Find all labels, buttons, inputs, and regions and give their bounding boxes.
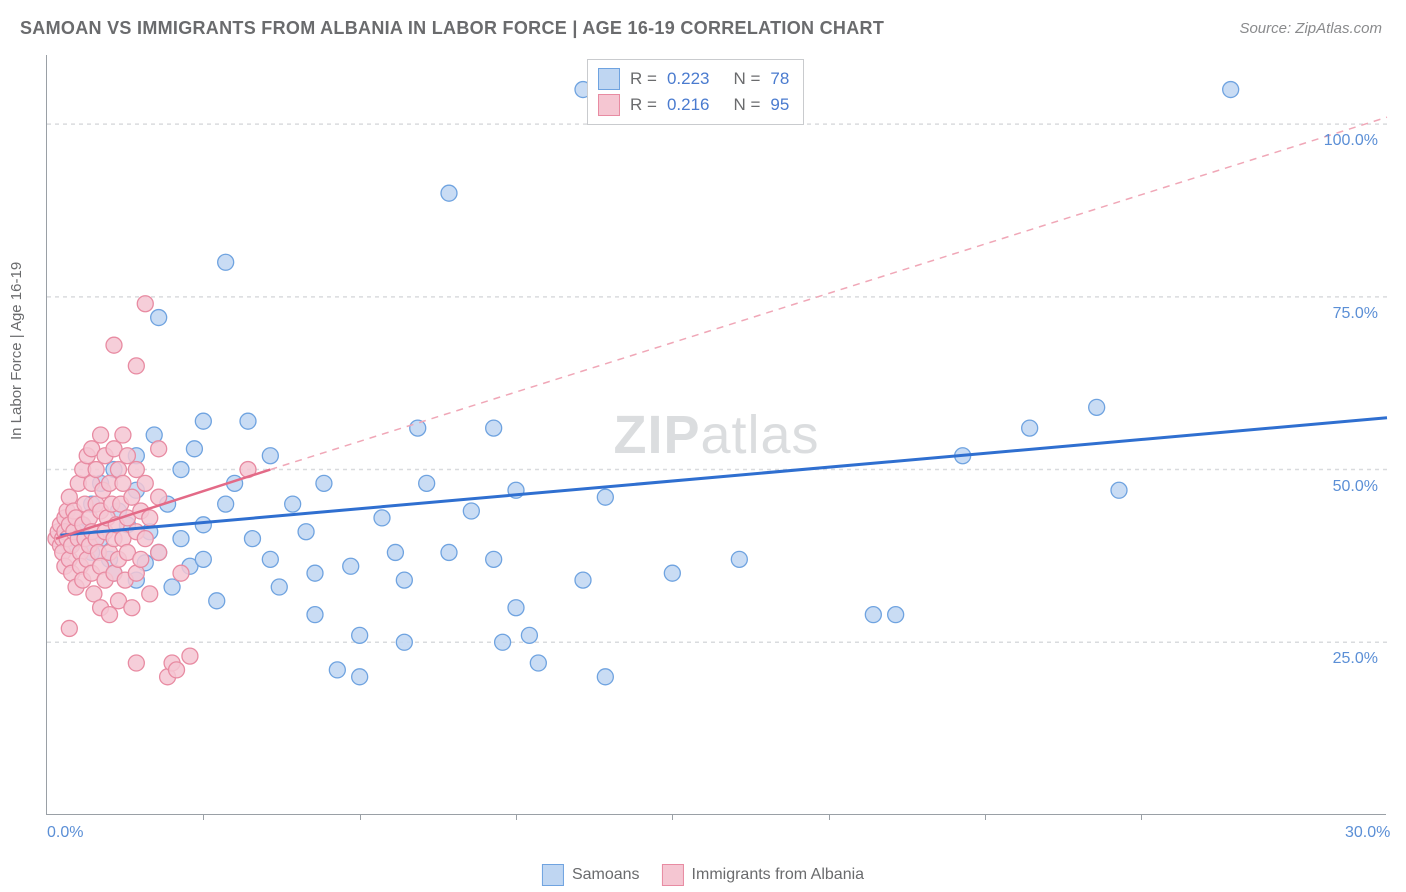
x-tick bbox=[360, 814, 361, 820]
y-tick-label: 50.0% bbox=[1333, 478, 1378, 496]
legend-series-label: Samoans bbox=[572, 866, 640, 884]
legend-series-item: Samoans bbox=[542, 864, 640, 886]
legend-correlation-row: R = 0.223N = 78 bbox=[598, 66, 789, 92]
legend-swatch bbox=[662, 864, 684, 886]
y-axis-label: In Labor Force | Age 16-19 bbox=[8, 262, 25, 440]
series-legend: Samoans Immigrants from Albania bbox=[542, 864, 864, 886]
x-tick bbox=[203, 814, 204, 820]
legend-correlation-row: R = 0.216N = 95 bbox=[598, 92, 789, 118]
x-tick bbox=[672, 814, 673, 820]
x-tick-label: 30.0% bbox=[1345, 824, 1390, 842]
correlation-legend: R = 0.223N = 78R = 0.216N = 95 bbox=[587, 59, 804, 125]
legend-swatch bbox=[598, 68, 620, 90]
x-tick bbox=[516, 814, 517, 820]
y-tick-label: 75.0% bbox=[1333, 305, 1378, 323]
line-layer bbox=[47, 55, 1386, 814]
x-tick-label: 0.0% bbox=[47, 824, 83, 842]
plot-area: ZIPatlas R = 0.223N = 78R = 0.216N = 95 … bbox=[46, 55, 1386, 815]
chart-source: Source: ZipAtlas.com bbox=[1239, 20, 1382, 37]
x-tick bbox=[985, 814, 986, 820]
y-tick-label: 100.0% bbox=[1324, 132, 1378, 150]
legend-swatch bbox=[598, 94, 620, 116]
legend-series-label: Immigrants from Albania bbox=[692, 866, 865, 884]
legend-series-item: Immigrants from Albania bbox=[662, 864, 865, 886]
x-tick bbox=[829, 814, 830, 820]
chart-title: SAMOAN VS IMMIGRANTS FROM ALBANIA IN LAB… bbox=[20, 18, 884, 39]
legend-swatch bbox=[542, 864, 564, 886]
y-tick-label: 25.0% bbox=[1333, 650, 1378, 668]
x-tick bbox=[1141, 814, 1142, 820]
